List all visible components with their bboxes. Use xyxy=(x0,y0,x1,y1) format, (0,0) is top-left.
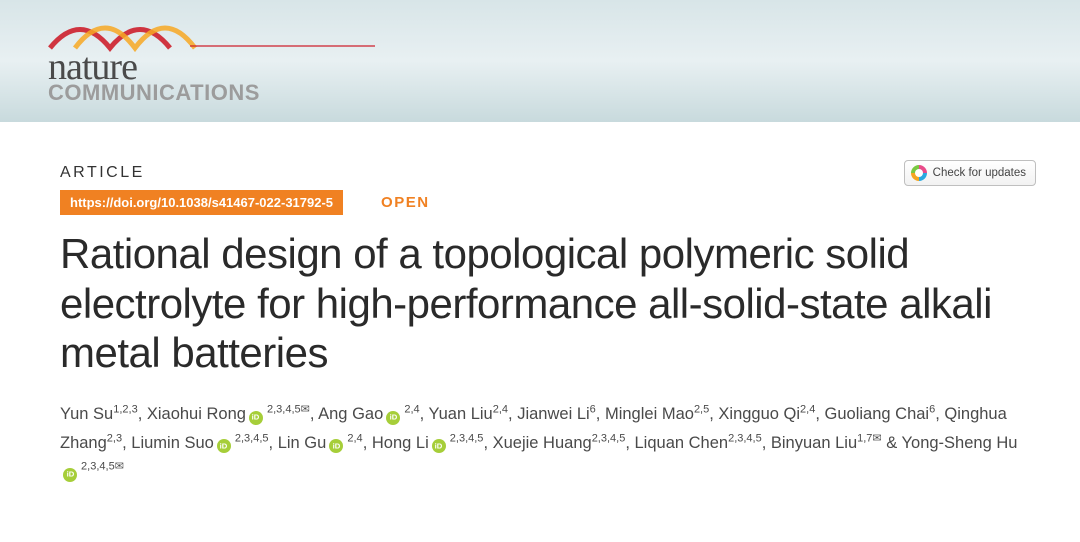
author[interactable]: Yun Su xyxy=(60,405,113,423)
author-affiliation: 2,3,4,5 xyxy=(728,432,762,444)
author[interactable]: Minglei Mao xyxy=(605,405,694,423)
author[interactable]: Binyuan Liu xyxy=(771,434,857,452)
article-type-label: ARTICLE xyxy=(60,164,1020,182)
author-affiliation: 2,3,4,5 xyxy=(592,432,626,444)
orcid-icon[interactable] xyxy=(386,411,400,425)
author[interactable]: Guoliang Chai xyxy=(825,405,930,423)
author-affiliation: 1,7 xyxy=(857,432,872,444)
open-access-label: OPEN xyxy=(381,194,430,211)
logo-communications-text: COMMUNICATIONS xyxy=(48,80,260,106)
envelope-icon[interactable]: ✉ xyxy=(115,461,124,473)
article-content: Check for updates ARTICLE https://doi.or… xyxy=(0,122,1080,486)
author-affiliation: 2,5 xyxy=(694,403,709,415)
author[interactable]: Xuejie Huang xyxy=(493,434,592,452)
author[interactable]: Xingguo Qi xyxy=(718,405,800,423)
check-updates-button[interactable]: Check for updates xyxy=(904,160,1036,186)
author[interactable]: Yuan Liu xyxy=(429,405,493,423)
author[interactable]: Ang Gao xyxy=(318,405,383,423)
crossmark-icon xyxy=(911,165,927,181)
author[interactable]: Hong Li xyxy=(372,434,429,452)
author-list: Yun Su1,2,3, Xiaohui Rong 2,3,4,5✉, Ang … xyxy=(60,400,1020,487)
author-affiliation: 2,3,4,5 xyxy=(232,432,269,444)
logo-nature-text: nature xyxy=(48,50,260,84)
orcid-icon[interactable] xyxy=(217,439,231,453)
author[interactable]: Yong-Sheng Hu xyxy=(902,434,1018,452)
check-updates-label: Check for updates xyxy=(933,167,1026,179)
author[interactable]: Jianwei Li xyxy=(517,405,589,423)
journal-logo: nature COMMUNICATIONS xyxy=(48,16,260,106)
author-affiliation: 2,3,4,5 xyxy=(264,403,301,415)
author[interactable]: Lin Gu xyxy=(278,434,327,452)
envelope-icon[interactable]: ✉ xyxy=(301,403,310,415)
author[interactable]: Xiaohui Rong xyxy=(147,405,246,423)
author-affiliation: 2,3,4,5 xyxy=(447,432,484,444)
author-affiliation: 2,4 xyxy=(344,432,362,444)
doi-row: https://doi.org/10.1038/s41467-022-31792… xyxy=(60,190,1020,215)
article-title: Rational design of a topological polymer… xyxy=(60,229,1020,378)
author-affiliation: 2,4 xyxy=(493,403,508,415)
author-affiliation: 2,3,4,5 xyxy=(78,461,115,473)
author[interactable]: Liumin Suo xyxy=(131,434,214,452)
envelope-icon[interactable]: ✉ xyxy=(872,432,881,444)
author-affiliation: 2,3 xyxy=(107,432,122,444)
author-affiliation: 6 xyxy=(929,403,935,415)
orcid-icon[interactable] xyxy=(432,439,446,453)
orcid-icon[interactable] xyxy=(63,468,77,482)
author-affiliation: 6 xyxy=(590,403,596,415)
author-affiliation: 2,4 xyxy=(800,403,815,415)
author-affiliation: 2,4 xyxy=(401,403,419,415)
doi-link[interactable]: https://doi.org/10.1038/s41467-022-31792… xyxy=(60,190,343,215)
author[interactable]: Liquan Chen xyxy=(635,434,729,452)
journal-banner: nature COMMUNICATIONS xyxy=(0,0,1080,122)
orcid-icon[interactable] xyxy=(249,411,263,425)
author-affiliation: 1,2,3 xyxy=(113,403,137,415)
orcid-icon[interactable] xyxy=(329,439,343,453)
